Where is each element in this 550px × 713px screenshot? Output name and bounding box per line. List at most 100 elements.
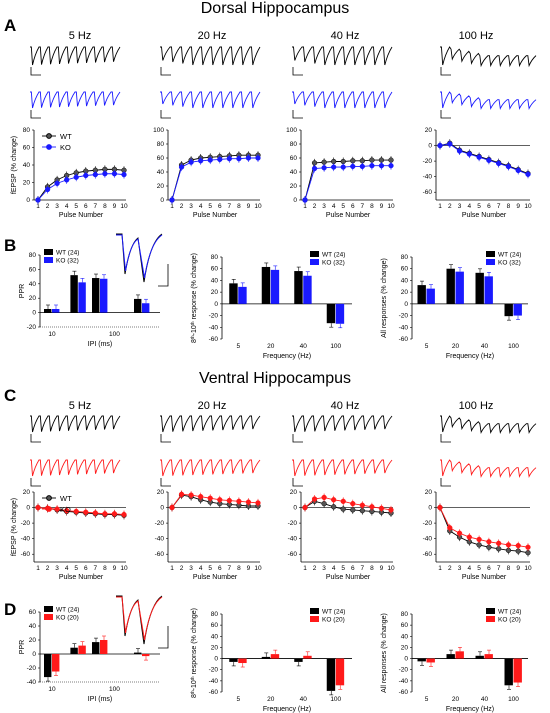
bar-wt	[504, 658, 513, 686]
bar-wt	[44, 309, 52, 313]
y-tick-label: -40	[423, 536, 433, 543]
x-tick-label: 3	[189, 203, 193, 210]
x-tick-label: 10	[120, 565, 128, 572]
data-point-ko	[388, 507, 394, 513]
x-tick-label: 3	[458, 203, 462, 210]
y-tick-label: 0	[160, 505, 164, 512]
data-point-ko	[378, 163, 385, 169]
x-tick-label: 10	[254, 565, 262, 572]
y-axis-label: PPR	[19, 640, 26, 654]
y-axis-label: fEPSP (% change)	[11, 498, 18, 556]
legend-label: WT (24)	[56, 607, 79, 614]
y-tick-label: -20	[288, 520, 298, 527]
bar-wt	[475, 655, 484, 659]
data-point-ko	[226, 497, 232, 504]
trace-c-ko	[160, 459, 261, 477]
x-tick-label: 9	[380, 203, 384, 210]
pp-inset-b-ko	[116, 234, 163, 279]
legend-label: WT (24)	[498, 609, 521, 616]
bar-wt	[70, 647, 78, 654]
x-tick-label: 100	[508, 696, 519, 703]
bar-wt	[417, 658, 426, 662]
y-tick-label: 100	[286, 127, 297, 134]
y-tick-label: -40	[288, 536, 298, 543]
y-tick-label: 80	[23, 127, 31, 134]
data-point-ko	[83, 509, 89, 515]
bar-wt	[326, 303, 336, 324]
x-tick-label: 1	[303, 565, 307, 572]
y-tick-label: -40	[423, 174, 433, 181]
data-point-ko	[447, 141, 453, 147]
y-tick-label: 20	[211, 644, 219, 651]
y-tick-label: 0	[214, 656, 218, 663]
x-axis-label: Pulse Number	[193, 574, 238, 581]
scale-bar	[440, 67, 451, 76]
data-point-wt	[331, 504, 337, 510]
y-axis-label: 8th-10th response (% change)	[190, 253, 199, 343]
legend-swatch	[44, 249, 53, 255]
legend-swatch	[486, 259, 495, 265]
trace-c-wt	[292, 415, 393, 433]
x-tick-label: 6	[218, 565, 222, 572]
bar-wt	[261, 656, 271, 659]
x-tick-label: 100	[109, 686, 120, 693]
x-tick-label: 4	[199, 565, 203, 572]
legend-label: KO (32)	[498, 260, 521, 267]
panel-letter-a: A	[4, 16, 17, 35]
legend-label: WT	[60, 132, 72, 141]
x-axis-label: IPI (ms)	[88, 696, 113, 703]
y-tick-label: -60	[209, 336, 219, 343]
legend-label: WT	[60, 494, 72, 503]
bar-ko	[78, 282, 86, 313]
data-point-ko	[359, 502, 365, 508]
y-tick-label: 40	[401, 633, 409, 640]
x-tick-label: 8	[507, 565, 511, 572]
y-tick-label: 40	[29, 623, 37, 630]
data-point-wt	[350, 507, 356, 513]
data-point-ko	[188, 492, 194, 498]
x-tick-label: 8	[237, 203, 241, 210]
bar-ko	[484, 276, 493, 304]
x-tick-label: 4	[65, 203, 69, 210]
scale-bar	[30, 67, 41, 76]
x-tick-label: 3	[55, 565, 59, 572]
x-tick-label: 10	[387, 203, 395, 210]
trace-c-wt	[30, 415, 121, 433]
y-tick-label: 20	[290, 489, 298, 496]
x-tick-label: 4	[332, 565, 336, 572]
x-tick-label: 9	[113, 203, 117, 210]
series-line-wt	[304, 500, 392, 514]
freq-label-c-5: 5 Hz	[68, 400, 92, 412]
x-tick-label: 10	[254, 203, 262, 210]
series-line-wt	[171, 494, 258, 508]
x-tick-label: 5	[208, 203, 212, 210]
legend-swatch	[486, 251, 495, 257]
data-point-ko	[236, 498, 242, 504]
trace-a-wt	[30, 46, 121, 66]
data-point-ko	[466, 534, 472, 540]
y-tick-label: -60	[288, 551, 298, 558]
freq-label-c-100: 100 Hz	[458, 400, 494, 412]
x-tick-label: 4	[468, 203, 472, 210]
x-tick-label: 8	[507, 203, 511, 210]
scale-bar	[292, 478, 303, 487]
data-point-ko	[311, 165, 318, 172]
data-point-ko	[476, 536, 482, 543]
y-tick-label: 40	[157, 169, 165, 176]
y-tick-label: 0	[428, 143, 432, 150]
x-tick-label: 6	[487, 203, 491, 210]
data-point-ko	[486, 157, 492, 163]
y-tick-label: -20	[27, 324, 37, 331]
y-tick-label: -40	[21, 536, 31, 543]
y-tick-label: 20	[401, 289, 409, 296]
x-tick-label: 6	[351, 565, 355, 572]
bar-ko	[455, 271, 464, 304]
x-tick-label: 7	[361, 565, 365, 572]
x-axis-label: Pulse Number	[462, 574, 507, 581]
bar-ko	[270, 654, 280, 659]
y-tick-label: -20	[399, 667, 409, 674]
y-tick-label: 60	[401, 266, 409, 273]
x-tick-label: 20	[267, 343, 275, 350]
data-point-ko	[321, 165, 327, 171]
y-tick-label: -40	[27, 679, 37, 686]
